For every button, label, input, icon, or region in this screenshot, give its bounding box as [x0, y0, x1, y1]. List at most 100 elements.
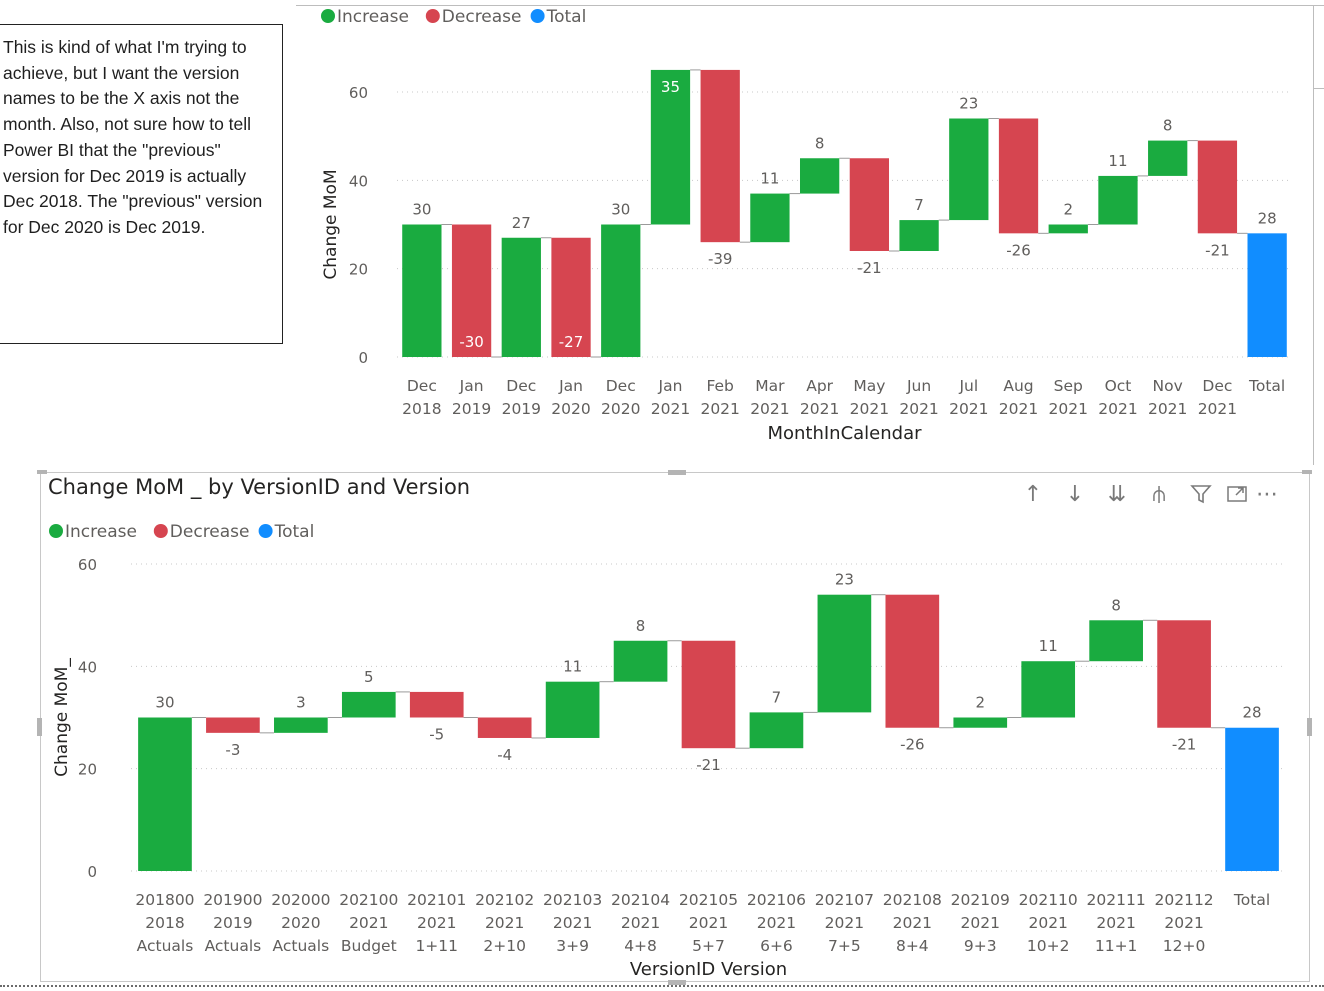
waterfall-bar	[1021, 661, 1076, 718]
legend-label-increase: Increase	[65, 522, 137, 542]
data-label: -30	[459, 333, 484, 351]
focus-mode-icon[interactable]	[1222, 478, 1252, 510]
drill-down-icon[interactable]: ↓	[1065, 481, 1085, 507]
legend-marker-decrease	[425, 9, 440, 23]
x-tick-label: 2021	[553, 914, 592, 932]
x-tick-label: Jun	[906, 377, 931, 395]
data-label: 35	[661, 78, 680, 96]
legend-label-decrease: Decrease	[170, 522, 250, 542]
x-tick-label: Jan	[558, 377, 583, 395]
x-tick-label: Jul	[958, 377, 978, 395]
waterfall-bar	[949, 118, 989, 221]
y-tick-label: 20	[349, 261, 368, 279]
x-tick-label: 12+0	[1163, 937, 1206, 955]
filter-icon[interactable]	[1180, 478, 1222, 510]
data-label: 2	[975, 694, 985, 712]
x-axis-title: MonthInCalendar	[767, 423, 922, 444]
data-label: -21	[696, 756, 721, 774]
page-boundary-dotted	[0, 985, 1324, 987]
x-tick-label: 2+10	[483, 937, 526, 955]
waterfall-bar	[885, 594, 940, 728]
x-tick-label: 2020	[601, 400, 640, 418]
waterfall-bar	[1148, 140, 1188, 176]
x-tick-label: 2021	[1028, 914, 1067, 932]
waterfall-bar	[1098, 175, 1138, 225]
x-tick-label: Mar	[755, 377, 785, 395]
waterfall-bar	[1247, 233, 1287, 357]
waterfall-bar	[477, 717, 532, 738]
data-label: 3	[296, 694, 306, 712]
data-label: -3	[225, 741, 240, 759]
x-tick-label: 2019	[213, 914, 252, 932]
x-tick-label: 2021	[651, 400, 690, 418]
x-tick-label: Jan	[459, 377, 484, 395]
x-tick-label: 4+8	[624, 937, 657, 955]
x-tick-label: 202107	[815, 891, 874, 909]
data-label: -27	[559, 333, 584, 351]
data-label: 11	[1108, 152, 1127, 170]
x-tick-label: 202105	[679, 891, 738, 909]
y-axis-title: Change MoM_	[52, 658, 72, 777]
x-tick-label: 202106	[747, 891, 806, 909]
x-tick-label: Apr	[806, 377, 833, 395]
x-tick-label: 2021	[949, 400, 988, 418]
data-label: 8	[636, 617, 646, 635]
x-tick-label: 5+7	[692, 937, 725, 955]
x-tick-label: Nov	[1153, 377, 1183, 395]
waterfall-bar	[650, 69, 691, 225]
resize-handle-left[interactable]	[37, 718, 42, 736]
x-tick-label: 2020	[551, 400, 590, 418]
waterfall-bar	[451, 224, 492, 357]
data-label: 23	[959, 95, 978, 113]
waterfall-bar	[681, 640, 736, 749]
visual-header-toolbar: ↑ ↓ ⇊ ⫛ ⋯	[1012, 478, 1282, 510]
data-label: -21	[857, 259, 882, 277]
x-tick-label: Dec	[506, 377, 536, 395]
waterfall-bar	[409, 691, 464, 718]
data-label: 11	[563, 658, 582, 676]
x-tick-label: 8+4	[896, 937, 929, 955]
x-tick-label: 10+2	[1027, 937, 1070, 955]
y-tick-label: 60	[78, 556, 97, 574]
data-label: 11	[1039, 637, 1058, 655]
x-tick-label: 2021	[750, 400, 789, 418]
x-tick-label: 2021	[485, 914, 524, 932]
x-tick-label: 202109	[951, 891, 1010, 909]
resize-handle-top[interactable]	[668, 470, 686, 475]
x-tick-label: 2021	[961, 914, 1000, 932]
data-label: 23	[835, 571, 854, 589]
legend-label-increase: Increase	[337, 7, 409, 27]
x-tick-label: 11+1	[1095, 937, 1138, 955]
data-label: 2	[1063, 201, 1073, 219]
canvas-border-top	[296, 5, 1324, 6]
x-tick-label: 2021	[1198, 400, 1237, 418]
x-tick-label: 202100	[339, 891, 398, 909]
canvas-border-right	[1313, 5, 1314, 465]
x-tick-label: Budget	[341, 937, 397, 955]
drill-up-icon[interactable]: ↑	[1023, 481, 1043, 507]
more-options-icon[interactable]: ⋯	[1256, 481, 1278, 507]
waterfall-bar	[849, 158, 890, 251]
expand-hierarchy-icon[interactable]: ⫛	[1152, 481, 1166, 507]
x-tick-label: 2021	[1098, 400, 1137, 418]
resize-handle-bottom[interactable]	[668, 980, 686, 985]
x-tick-label: 202108	[883, 891, 942, 909]
x-tick-label: 202110	[1019, 891, 1078, 909]
expand-next-level-icon[interactable]: ⇊	[1107, 481, 1127, 507]
data-label: -21	[1172, 736, 1197, 754]
x-tick-label: 2021	[349, 914, 388, 932]
x-tick-label: 2021	[689, 914, 728, 932]
data-label: -21	[1205, 241, 1230, 259]
x-tick-label: 2021	[850, 400, 889, 418]
waterfall-bar	[613, 640, 668, 682]
data-label: 7	[772, 688, 782, 706]
x-tick-label: 202112	[1155, 891, 1214, 909]
resize-handle-right[interactable]	[1307, 718, 1312, 736]
top-waterfall-chart[interactable]: 0 20 40 60 Increase Decrease Total Change MoM Mo…	[0, 0, 1324, 460]
resize-handle-top-right[interactable]	[1302, 470, 1312, 474]
waterfall-bar	[749, 712, 804, 749]
data-label: 30	[155, 694, 174, 712]
data-label: 8	[1163, 117, 1173, 135]
resize-handle-top-left[interactable]	[37, 470, 47, 474]
